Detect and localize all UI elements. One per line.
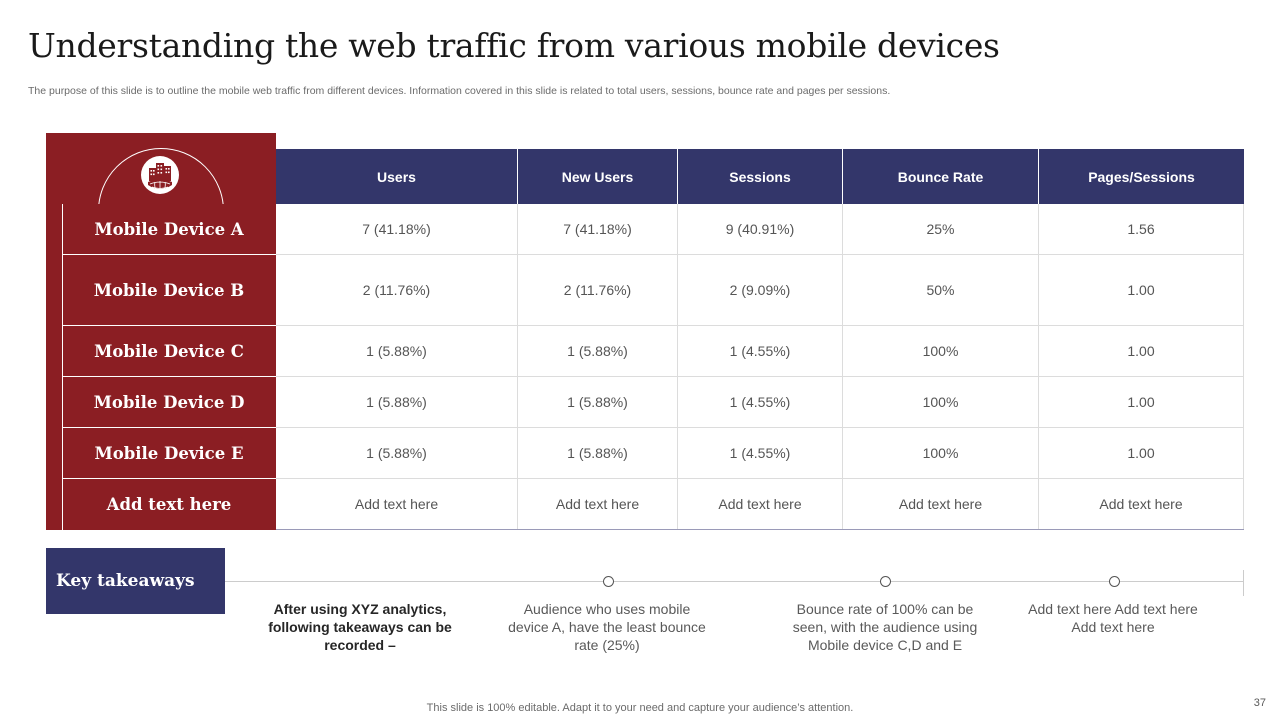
column-header-bounce-rate: Bounce Rate <box>843 149 1039 204</box>
takeaways-timeline <box>225 581 1244 582</box>
table-cell: 2 (11.76%) <box>518 255 678 325</box>
column-header-pages-sessions: Pages/Sessions <box>1088 168 1195 185</box>
table-cell: 100% <box>843 428 1039 478</box>
table-cell: 25% <box>843 204 1039 254</box>
table-cell: 1.00 <box>1039 255 1244 325</box>
column-header-new-users: New Users <box>518 149 678 204</box>
row-label-add-text: Add text here <box>106 495 232 514</box>
table-cell: 1 (5.88%) <box>518 377 678 427</box>
takeaway-item: Audience who uses mobile device A, have … <box>508 601 706 653</box>
takeaway-item: Add text here Add text here Add text her… <box>1028 601 1198 635</box>
table-cell: 50% <box>843 255 1039 325</box>
table-cell: 7 (41.18%) <box>276 204 518 254</box>
row-label-mobile-device-a: Mobile Device A <box>62 204 276 255</box>
page-number: 37 <box>1253 697 1266 709</box>
table-cell: 1.00 <box>1039 428 1244 478</box>
table-row: 1 (5.88%) 1 (5.88%) 1 (4.55%) 100% 1.00 <box>276 377 1244 428</box>
row-header-frame <box>62 204 276 530</box>
footer-note: This slide is 100% editable. Adapt it to… <box>426 702 854 714</box>
table-cell: Add text here <box>276 479 518 529</box>
row-label-mobile-device-b: Mobile Device B <box>62 255 276 326</box>
table-row: Add text here Add text here Add text her… <box>276 479 1244 530</box>
page-subtitle: The purpose of this slide is to outline … <box>28 85 891 97</box>
table-cell: Add text here <box>1039 479 1244 529</box>
takeaways-intro: After using XYZ analytics, following tak… <box>268 601 452 653</box>
column-header-users: Users <box>276 149 518 204</box>
table-row: 1 (5.88%) 1 (5.88%) 1 (4.55%) 100% 1.00 <box>276 428 1244 479</box>
table-cell: Add text here <box>843 479 1039 529</box>
table-cell: 1 (5.88%) <box>276 428 518 478</box>
column-header-sessions: Sessions <box>678 149 843 204</box>
table-cell: 1 (4.55%) <box>678 326 843 376</box>
icon-arch <box>98 148 226 204</box>
timeline-dot <box>1109 576 1120 587</box>
row-label-mobile-device-c: Mobile Device C <box>62 326 276 377</box>
table-cell: 1 (5.88%) <box>276 377 518 427</box>
table-cell: 1.00 <box>1039 377 1244 427</box>
table-cell: 7 (41.18%) <box>518 204 678 254</box>
row-label-mobile-device-d: Mobile Device D <box>62 377 276 428</box>
page-title: Understanding the web traffic from vario… <box>28 26 1000 65</box>
table-cell: 1.00 <box>1039 326 1244 376</box>
table-cell: 1 (4.55%) <box>678 428 843 478</box>
table-cell: Add text here <box>678 479 843 529</box>
table-cell: 1 (5.88%) <box>518 428 678 478</box>
table-cell: Add text here <box>518 479 678 529</box>
building-globe-icon <box>141 156 179 194</box>
table-cell: 100% <box>843 377 1039 427</box>
table-cell: 1 (5.88%) <box>518 326 678 376</box>
timeline-dot <box>880 576 891 587</box>
row-label-mobile-device-e: Mobile Device E <box>62 428 276 479</box>
key-takeaways-heading: Key takeaways <box>46 548 225 614</box>
table-row: 2 (11.76%) 2 (11.76%) 2 (9.09%) 50% 1.00 <box>276 255 1244 326</box>
table-row: 1 (5.88%) 1 (5.88%) 1 (4.55%) 100% 1.00 <box>276 326 1244 377</box>
table-row: 7 (41.18%) 7 (41.18%) 9 (40.91%) 25% 1.5… <box>276 204 1244 255</box>
table-cell: 1 (5.88%) <box>276 326 518 376</box>
table-cell: 100% <box>843 326 1039 376</box>
timeline-dot <box>603 576 614 587</box>
timeline-end-tick <box>1243 570 1244 596</box>
table-header: Users New Users Sessions Bounce Rate Pag… <box>276 149 1244 204</box>
table-cell: 1 (4.55%) <box>678 377 843 427</box>
table-cell: 2 (9.09%) <box>678 255 843 325</box>
table-cell: 1.56 <box>1039 204 1244 254</box>
table-cell: 2 (11.76%) <box>276 255 518 325</box>
takeaway-item: Bounce rate of 100% can be seen, with th… <box>792 601 978 653</box>
table-cell: 9 (40.91%) <box>678 204 843 254</box>
